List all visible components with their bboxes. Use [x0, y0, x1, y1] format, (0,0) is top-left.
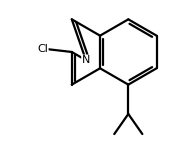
Text: Cl: Cl — [37, 44, 48, 54]
Text: N: N — [82, 55, 90, 65]
